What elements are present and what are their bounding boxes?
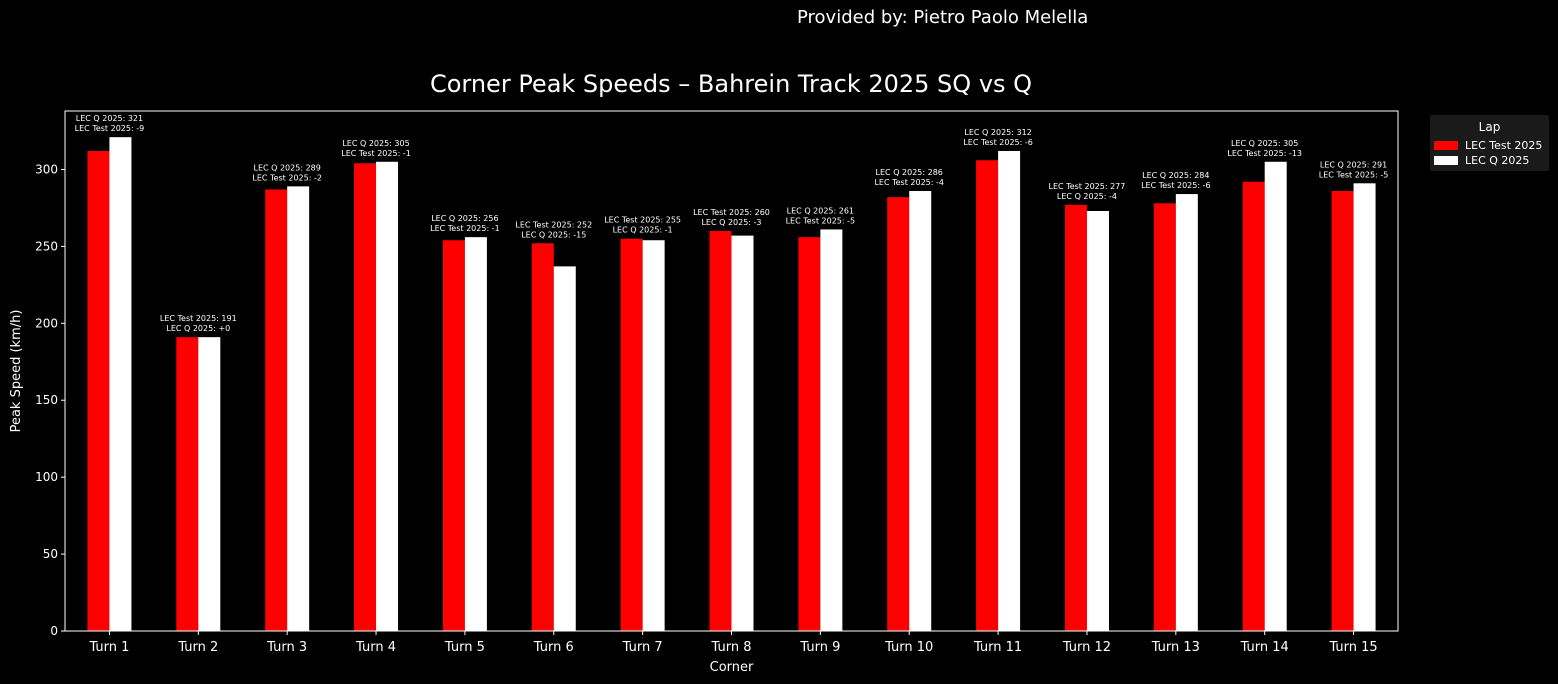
x-tick-label: Turn 3 bbox=[266, 640, 307, 655]
x-axis-label: Corner bbox=[710, 660, 754, 675]
data-label: LEC Test 2025: -5 bbox=[1319, 170, 1389, 179]
x-tick-label: Turn 7 bbox=[622, 640, 663, 655]
bar-test-7 bbox=[620, 238, 643, 631]
data-label: LEC Test 2025: 252 bbox=[515, 220, 592, 229]
bar-test-6 bbox=[531, 243, 554, 632]
bar-q-11 bbox=[998, 151, 1021, 631]
bar-q-2 bbox=[198, 337, 221, 631]
data-label: LEC Q 2025: 291 bbox=[1320, 160, 1387, 169]
y-tick-label: 100 bbox=[35, 470, 58, 484]
data-label: LEC Test 2025: -9 bbox=[75, 124, 145, 133]
data-label: LEC Test 2025: 277 bbox=[1049, 182, 1126, 191]
data-label: LEC Q 2025: 305 bbox=[1231, 139, 1298, 148]
data-label: LEC Test 2025: 255 bbox=[604, 216, 681, 225]
x-tick-label: Turn 14 bbox=[1240, 640, 1289, 655]
bar-q-6 bbox=[553, 266, 576, 631]
x-tick-label: Turn 9 bbox=[799, 640, 840, 655]
data-label: LEC Test 2025: 260 bbox=[693, 208, 770, 217]
legend-item-test: LEC Test 2025 bbox=[1434, 138, 1542, 152]
y-tick-label: 50 bbox=[43, 547, 58, 561]
bar-q-8 bbox=[731, 235, 754, 631]
bar-q-10 bbox=[909, 191, 932, 631]
x-tick-label: Turn 4 bbox=[355, 640, 396, 655]
x-tick-label: Turn 10 bbox=[884, 640, 933, 655]
y-tick-label: 0 bbox=[50, 624, 58, 638]
bar-test-8 bbox=[709, 231, 732, 631]
y-tick-label: 250 bbox=[35, 239, 58, 253]
chart-title: Corner Peak Speeds – Bahrein Track 2025 … bbox=[429, 70, 1033, 98]
bar-test-1 bbox=[87, 151, 110, 631]
data-label: LEC Q 2025: -4 bbox=[1057, 192, 1117, 201]
x-tick-label: Turn 15 bbox=[1328, 640, 1377, 655]
x-tick-label: Turn 11 bbox=[973, 640, 1022, 655]
bar-q-9 bbox=[820, 229, 843, 631]
bar-test-13 bbox=[1153, 203, 1176, 632]
bar-test-4 bbox=[354, 163, 377, 632]
data-label: LEC Test 2025: -6 bbox=[1141, 181, 1211, 190]
legend-label-q: LEC Q 2025 bbox=[1465, 153, 1530, 167]
credit-text: Provided by: Pietro Paolo Melella bbox=[797, 7, 1089, 28]
data-label: LEC Q 2025: 289 bbox=[253, 163, 320, 172]
bar-q-15 bbox=[1353, 183, 1376, 632]
data-label: LEC Q 2025: 284 bbox=[1142, 171, 1209, 180]
legend-item-q: LEC Q 2025 bbox=[1434, 153, 1529, 167]
x-tick-label: Turn 5 bbox=[444, 640, 485, 655]
legend: Lap LEC Test 2025 LEC Q 2025 bbox=[1430, 115, 1549, 171]
bar-test-2 bbox=[176, 337, 199, 631]
x-tick-label: Turn 8 bbox=[711, 640, 752, 655]
bar-q-5 bbox=[464, 237, 487, 631]
legend-label-test: LEC Test 2025 bbox=[1465, 138, 1543, 152]
bar-test-3 bbox=[265, 189, 288, 631]
bar-q-14 bbox=[1264, 161, 1287, 631]
y-tick-label: 300 bbox=[35, 162, 58, 176]
data-label: LEC Test 2025: -1 bbox=[341, 149, 411, 158]
data-label: LEC Q 2025: +0 bbox=[166, 324, 230, 333]
data-label: LEC Test 2025: -5 bbox=[786, 216, 856, 225]
bar-test-15 bbox=[1331, 191, 1354, 631]
y-tick-label: 150 bbox=[35, 393, 58, 407]
data-label: LEC Test 2025: -2 bbox=[252, 173, 322, 182]
bar-test-11 bbox=[976, 160, 999, 631]
data-label: LEC Test 2025: -1 bbox=[430, 224, 500, 233]
bar-q-7 bbox=[642, 240, 665, 631]
data-label: LEC Q 2025: 256 bbox=[431, 214, 498, 223]
bar-q-1 bbox=[109, 137, 132, 631]
y-axis-label: Peak Speed (km/h) bbox=[9, 310, 24, 433]
legend-swatch-test bbox=[1434, 140, 1458, 150]
data-label: LEC Test 2025: -13 bbox=[1227, 149, 1302, 158]
data-label: LEC Q 2025: 312 bbox=[964, 128, 1031, 137]
bar-q-3 bbox=[287, 186, 310, 631]
x-tick-label: Turn 6 bbox=[533, 640, 574, 655]
x-tick-label: Turn 12 bbox=[1062, 640, 1111, 655]
data-label: LEC Q 2025: -3 bbox=[701, 218, 761, 227]
bar-test-5 bbox=[442, 240, 465, 631]
bar-test-10 bbox=[887, 197, 910, 631]
bar-test-9 bbox=[798, 237, 821, 631]
bar-test-14 bbox=[1242, 181, 1265, 631]
y-tick-label: 200 bbox=[35, 316, 58, 330]
x-tick-label: Turn 13 bbox=[1151, 640, 1200, 655]
data-label: LEC Test 2025: -6 bbox=[963, 138, 1033, 147]
x-tick-label: Turn 1 bbox=[88, 640, 129, 655]
data-label: LEC Q 2025: 286 bbox=[876, 168, 943, 177]
data-label: LEC Q 2025: -1 bbox=[613, 226, 673, 235]
data-label: LEC Q 2025: 321 bbox=[76, 114, 143, 123]
bar-q-13 bbox=[1175, 194, 1198, 632]
data-label: LEC Q 2025: 305 bbox=[342, 139, 409, 148]
bar-test-12 bbox=[1064, 204, 1087, 631]
legend-swatch-q bbox=[1434, 155, 1458, 165]
legend-title: Lap bbox=[1478, 120, 1501, 134]
data-label: LEC Q 2025: 261 bbox=[787, 206, 854, 215]
data-label: LEC Q 2025: -15 bbox=[521, 230, 586, 239]
data-label: LEC Test 2025: -4 bbox=[874, 178, 944, 187]
x-tick-label: Turn 2 bbox=[177, 640, 218, 655]
data-label: LEC Test 2025: 191 bbox=[160, 314, 237, 323]
bar-q-4 bbox=[376, 161, 399, 631]
bar-q-12 bbox=[1086, 211, 1109, 631]
